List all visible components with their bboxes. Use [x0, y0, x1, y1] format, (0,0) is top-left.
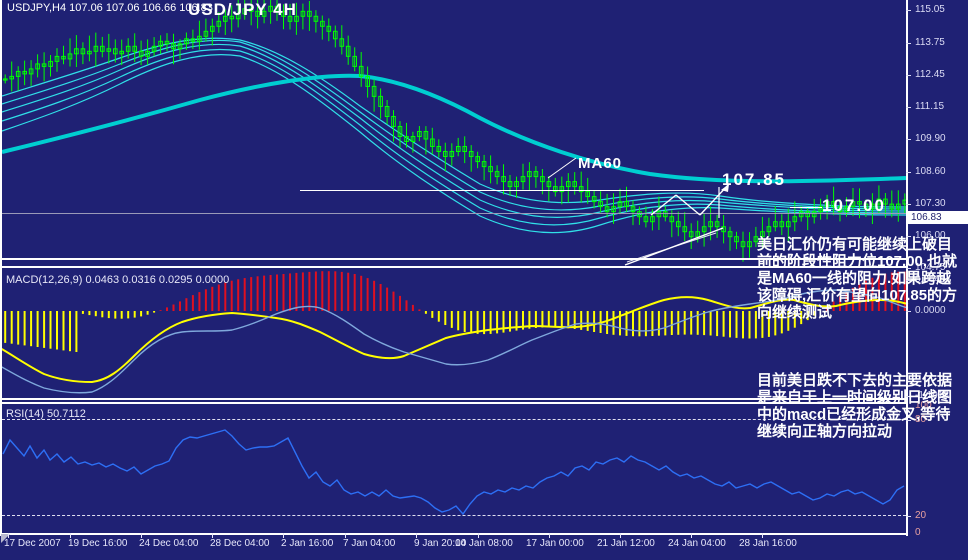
- time-axis-label: 24 Dec 04:00: [139, 538, 199, 549]
- macd-pane[interactable]: [0, 270, 909, 398]
- time-axis-label: 17 Dec 2007: [4, 538, 61, 549]
- candlestick-series: [3, 0, 908, 262]
- page-title: USD/JPY 4H: [188, 0, 297, 19]
- resistance-line-10700: [0, 213, 906, 214]
- time-tick: [345, 533, 346, 538]
- rsi-chart-canvas: [2, 429, 905, 516]
- rsi-indicator-label: RSI(14) 50.7112: [6, 408, 86, 420]
- price-axis-label: 107.30: [915, 198, 946, 209]
- rsi-tick: [906, 420, 911, 421]
- rsi-level-80-line: [2, 419, 906, 420]
- rsi-axis-label: 20: [915, 510, 927, 521]
- commentary-note-2: 目前美日跌不下去的主要依据是来自于上一时间级别日线图中的macd已经形成金叉,等…: [757, 372, 953, 440]
- pane-separator: [0, 398, 908, 400]
- ma60-pointer: [547, 157, 577, 179]
- price-axis-label: 109.90: [915, 133, 946, 144]
- annotation-ma60: MA60: [578, 155, 623, 172]
- macd-chart-canvas: [0, 271, 909, 394]
- macd-axis-label: -1.1918: [915, 390, 949, 401]
- price-axis-label: 106.00: [915, 230, 946, 241]
- rsi-line: [2, 429, 905, 516]
- time-tick: [478, 533, 479, 538]
- current-price-label: 106.83: [908, 211, 968, 224]
- time-tick: [549, 533, 550, 538]
- time-axis-label: 17 Jan 00:00: [526, 538, 584, 549]
- time-axis-label: 28 Dec 04:00: [210, 538, 270, 549]
- macd-axis-label: 0.0000: [915, 305, 946, 316]
- time-axis-label: 9 Jan 20:00: [414, 538, 467, 549]
- time-axis-label: 24 Jan 04:00: [668, 538, 726, 549]
- time-tick: [70, 533, 71, 538]
- price-tick: [906, 172, 911, 173]
- time-axis-line: [0, 533, 908, 535]
- time-axis-label: 7 Jan 04:00: [343, 538, 396, 549]
- pane-separator: [0, 402, 908, 404]
- price-tick: [906, 268, 911, 269]
- price-tick: [906, 43, 911, 44]
- price-axis-label: 113.75: [915, 37, 945, 48]
- annotation-107-85: 107.85: [722, 170, 786, 189]
- rsi-axis-label: 0: [915, 527, 921, 538]
- time-tick: [620, 533, 621, 538]
- pane-separator: [0, 258, 908, 260]
- time-tick: [762, 533, 763, 538]
- macd-signal-line: [0, 289, 909, 394]
- price-tick: [906, 10, 911, 11]
- price-tick: [906, 75, 911, 76]
- macd-axis-label: 0.6645: [915, 274, 946, 285]
- time-tick: [283, 533, 284, 538]
- rsi-axis-label: 100: [915, 400, 932, 411]
- time-tick: [691, 533, 692, 538]
- chart-header-quote: USDJPY,H4 107.06 107.06 106.66 106.83: [7, 2, 213, 14]
- price-axis-label: 108.60: [915, 166, 946, 177]
- price-axis-label: 112.45: [915, 69, 945, 80]
- price-pane[interactable]: [0, 0, 908, 262]
- time-axis-label: 19 Dec 16:00: [68, 538, 128, 549]
- time-axis-label: 14 Jan 08:00: [455, 538, 513, 549]
- macd-line: [0, 296, 909, 384]
- time-axis-label: 21 Jan 12:00: [597, 538, 655, 549]
- price-axis-label: 115.05: [915, 4, 945, 15]
- rsi-level-20-line: [2, 515, 906, 516]
- price-axis-label: 111.15: [915, 101, 945, 112]
- time-tick: [8, 533, 9, 538]
- price-tick: [906, 107, 911, 108]
- ma-ribbon: [1, 37, 907, 234]
- price-axis-label: 104.75: [915, 262, 946, 273]
- time-axis-label: 28 Jan 16:00: [739, 538, 797, 549]
- pane-separator: [0, 266, 908, 268]
- resize-corner-icon[interactable]: [1, 534, 10, 543]
- time-tick: [212, 533, 213, 538]
- rsi-tick: [906, 516, 911, 517]
- price-tick: [906, 236, 911, 237]
- rsi-pane[interactable]: [0, 404, 908, 535]
- time-axis-label: 2 Jan 16:00: [281, 538, 334, 549]
- time-tick: [141, 533, 142, 538]
- resistance-line-10700-pointer: [790, 207, 822, 208]
- commentary-note-1: 美日汇价仍有可能继续上破目前的阶段性阻力位107.00,也就是MA60一线的阻力…: [757, 236, 958, 321]
- rsi-axis-label: 80: [915, 414, 927, 425]
- annotation-107-00: 107.00: [822, 196, 886, 215]
- macd-histogram: [4, 271, 906, 352]
- macd-indicator-label: MACD(12,26,9) 0.0463 0.0316 0.0295 0.000…: [6, 274, 230, 286]
- macd-tick: [906, 311, 911, 312]
- price-tick: [906, 139, 911, 140]
- macd-tick: [906, 396, 911, 397]
- time-tick: [416, 533, 417, 538]
- price-tick: [906, 204, 911, 205]
- price-chart-canvas: [1, 0, 908, 262]
- left-border: [0, 0, 2, 536]
- resistance-line-10785: [300, 190, 704, 191]
- macd-tick: [906, 280, 911, 281]
- ma60-line: [1, 73, 907, 184]
